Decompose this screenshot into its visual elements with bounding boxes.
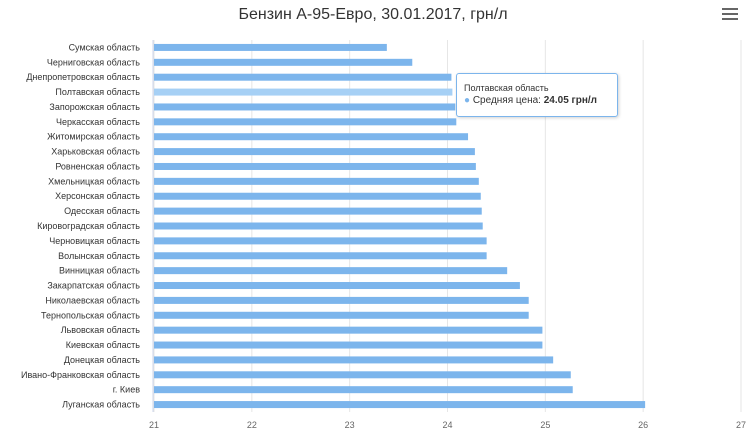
category-label: Одесская область — [64, 206, 140, 216]
bar — [154, 58, 413, 66]
category-label: Хмельницкая область — [48, 176, 140, 186]
category-label: Ровненская область — [55, 161, 140, 171]
tooltip-value: 24.05 грн/л — [543, 95, 597, 106]
hamburger-menu-icon[interactable] — [722, 8, 738, 22]
bar — [154, 237, 487, 245]
x-tick-label: 27 — [736, 420, 746, 430]
chart-title: Бензин А-95-Евро, 30.01.2017, грн/л — [238, 6, 508, 23]
bar — [154, 401, 646, 409]
bar — [154, 73, 452, 81]
bar — [154, 252, 487, 260]
bar — [154, 222, 483, 230]
x-tick-label: 25 — [540, 420, 550, 430]
category-label: Закарпатская область — [47, 281, 140, 291]
category-label: Черкасская область — [56, 117, 140, 127]
category-label: г. Киев — [113, 385, 140, 395]
bar — [154, 371, 571, 379]
bar — [154, 311, 529, 319]
x-tick-label: 23 — [345, 420, 355, 430]
x-tick-label: 21 — [149, 420, 159, 430]
category-label: Житомирская область — [47, 132, 140, 142]
category-label: Запорожская область — [49, 102, 140, 112]
category-label: Черниговская область — [47, 57, 140, 67]
category-label: Черновицкая область — [49, 236, 140, 246]
bar — [154, 326, 543, 334]
tooltip-value-row: ● Средняя цена: 24.05 грн/л — [464, 95, 597, 106]
x-tick-label: 22 — [247, 420, 257, 430]
bar — [154, 296, 529, 304]
bar — [154, 207, 482, 215]
category-label: Ивано-Франковская область — [21, 370, 140, 380]
tooltip-series-label: Средняя цена: — [472, 95, 541, 106]
x-tick-label: 24 — [442, 420, 452, 430]
bar — [154, 118, 457, 126]
series-dot-icon: ● — [464, 95, 471, 106]
category-label: Волынская область — [58, 251, 140, 261]
category-label: Полтавская область — [55, 87, 140, 97]
category-label: Киевская область — [66, 340, 141, 350]
bar — [154, 162, 476, 170]
x-tick-label: 26 — [638, 420, 648, 430]
bar — [154, 177, 479, 185]
category-label: Винницкая область — [59, 266, 140, 276]
category-label: Сумская область — [69, 42, 141, 52]
category-label: Тернопольская область — [41, 310, 140, 320]
bar — [154, 356, 554, 364]
bar — [154, 341, 543, 349]
category-label: Луганская область — [62, 400, 140, 410]
bar — [154, 148, 475, 156]
category-label: Кировоградская область — [37, 221, 140, 231]
category-label: Харьковская область — [51, 147, 140, 157]
bar — [154, 192, 481, 200]
bar — [154, 43, 387, 51]
bar — [154, 282, 520, 290]
bar — [154, 267, 508, 275]
bar — [154, 88, 453, 96]
category-label: Львовская область — [61, 325, 141, 335]
category-label: Днепропетровская область — [26, 72, 140, 82]
bar — [154, 133, 469, 141]
category-label: Николаевская область — [45, 295, 140, 305]
bar — [154, 386, 573, 394]
category-label: Херсонская область — [55, 191, 140, 201]
category-label: Донецкая область — [64, 355, 140, 365]
tooltip: Полтавская область ● Средняя цена: 24.05… — [456, 73, 618, 117]
bar — [154, 103, 456, 111]
tooltip-category: Полтавская область — [464, 83, 549, 93]
